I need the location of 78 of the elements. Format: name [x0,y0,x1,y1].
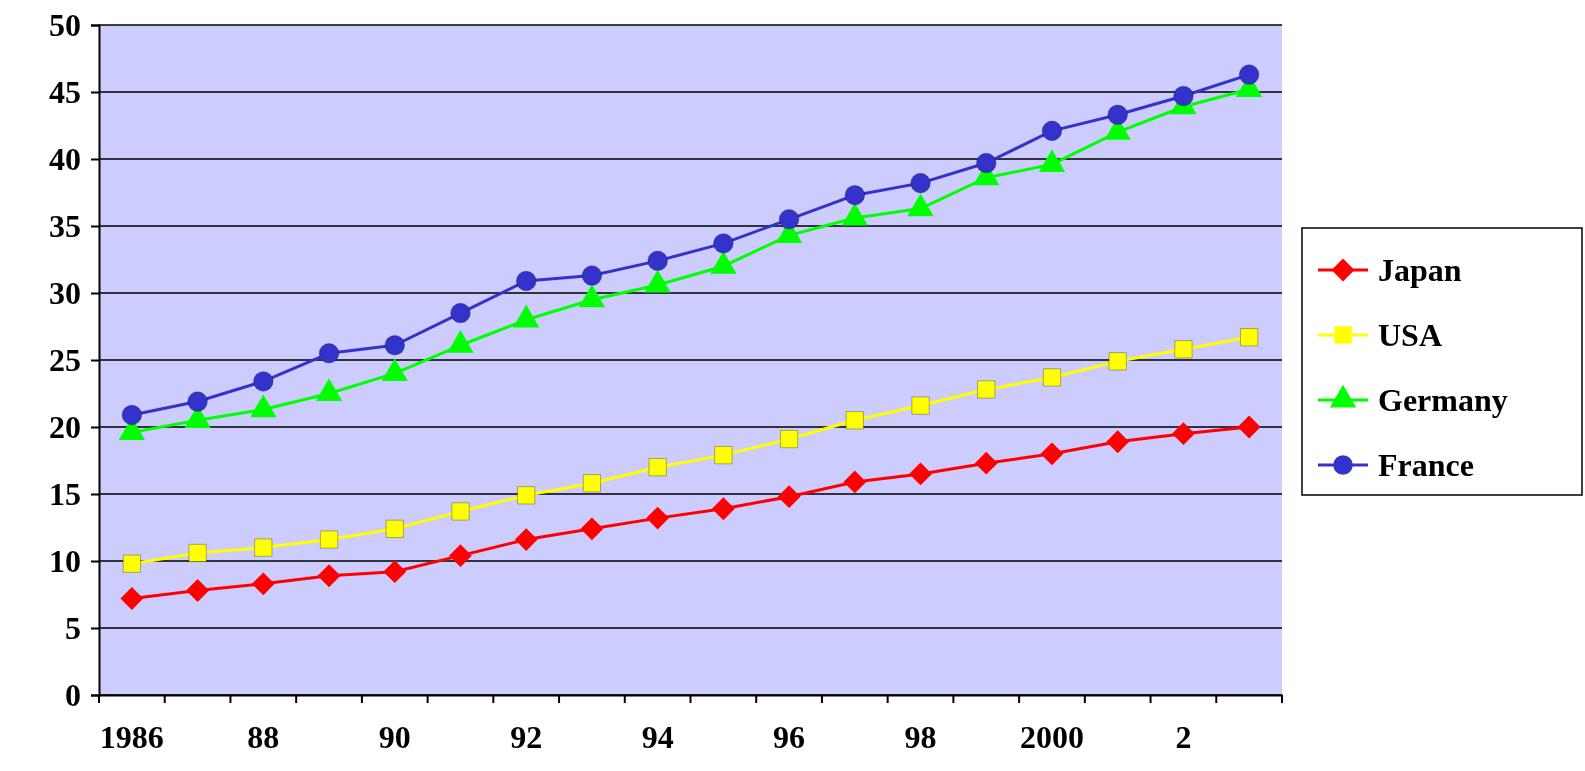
point [123,554,141,573]
point [974,451,998,475]
point [121,405,142,425]
point [1040,442,1064,466]
point [581,265,602,286]
point [1043,368,1061,387]
y-tick-label: 5 [65,609,81,646]
y-tick-label: 0 [65,676,81,713]
point [909,462,932,486]
point [780,430,798,448]
x-tick-label: 2000 [1019,718,1084,755]
point [320,530,338,549]
point [1107,104,1128,125]
x-tick-label: 96 [773,718,806,755]
point [846,411,864,430]
point [517,486,536,505]
point [187,391,208,412]
x-tick-label: 1986 [99,718,164,755]
x-tick-label: 90 [378,718,411,755]
point [713,233,734,254]
point [911,396,930,415]
y-tick-label: 25 [49,341,81,378]
point [779,209,800,230]
point [647,250,668,271]
legend-label: USA [1378,317,1443,353]
point [1237,415,1261,439]
point [1042,120,1062,141]
point [1173,86,1194,106]
point [1108,352,1127,371]
point [120,587,144,610]
x-tick-label: 92 [510,718,543,755]
y-tick-label: 15 [49,475,81,512]
y-tick-label: 50 [49,6,81,43]
point [319,343,339,364]
point [385,520,404,538]
point [843,470,867,494]
y-tick-label: 40 [49,140,81,177]
legend-label: Japan [1378,252,1462,288]
point [844,185,865,206]
y-tick-label: 35 [49,207,81,244]
point [451,502,470,521]
point [514,528,538,551]
point [450,303,471,323]
point [449,544,472,568]
y-tick-label: 30 [49,274,81,311]
y-tick-label: 10 [49,542,81,579]
point [254,538,273,557]
x-tick-label: 94 [641,718,674,755]
point [976,153,997,173]
x-tick-label: 98 [904,718,937,755]
x-tick-label: 88 [247,718,280,755]
point [583,474,601,493]
y-tick-label: 20 [49,408,81,445]
point [384,335,405,356]
point [711,497,735,521]
point [253,371,274,392]
point [1172,422,1195,446]
x-tick-label: 2 [1175,718,1192,755]
point [186,579,209,602]
point [910,173,931,194]
point [516,271,537,291]
point [1174,340,1193,359]
point [1240,328,1258,347]
point [714,446,733,464]
point [646,506,670,530]
point [188,544,207,562]
point [317,564,341,588]
legend-label: France [1378,447,1474,483]
y-tick-label: 45 [49,73,81,110]
point [383,560,407,584]
point [977,380,996,399]
point [777,485,801,509]
point [580,517,604,541]
legend-label: Germany [1378,382,1508,418]
point [1106,430,1130,454]
point [251,572,275,596]
point [648,458,667,477]
point [1239,64,1260,85]
